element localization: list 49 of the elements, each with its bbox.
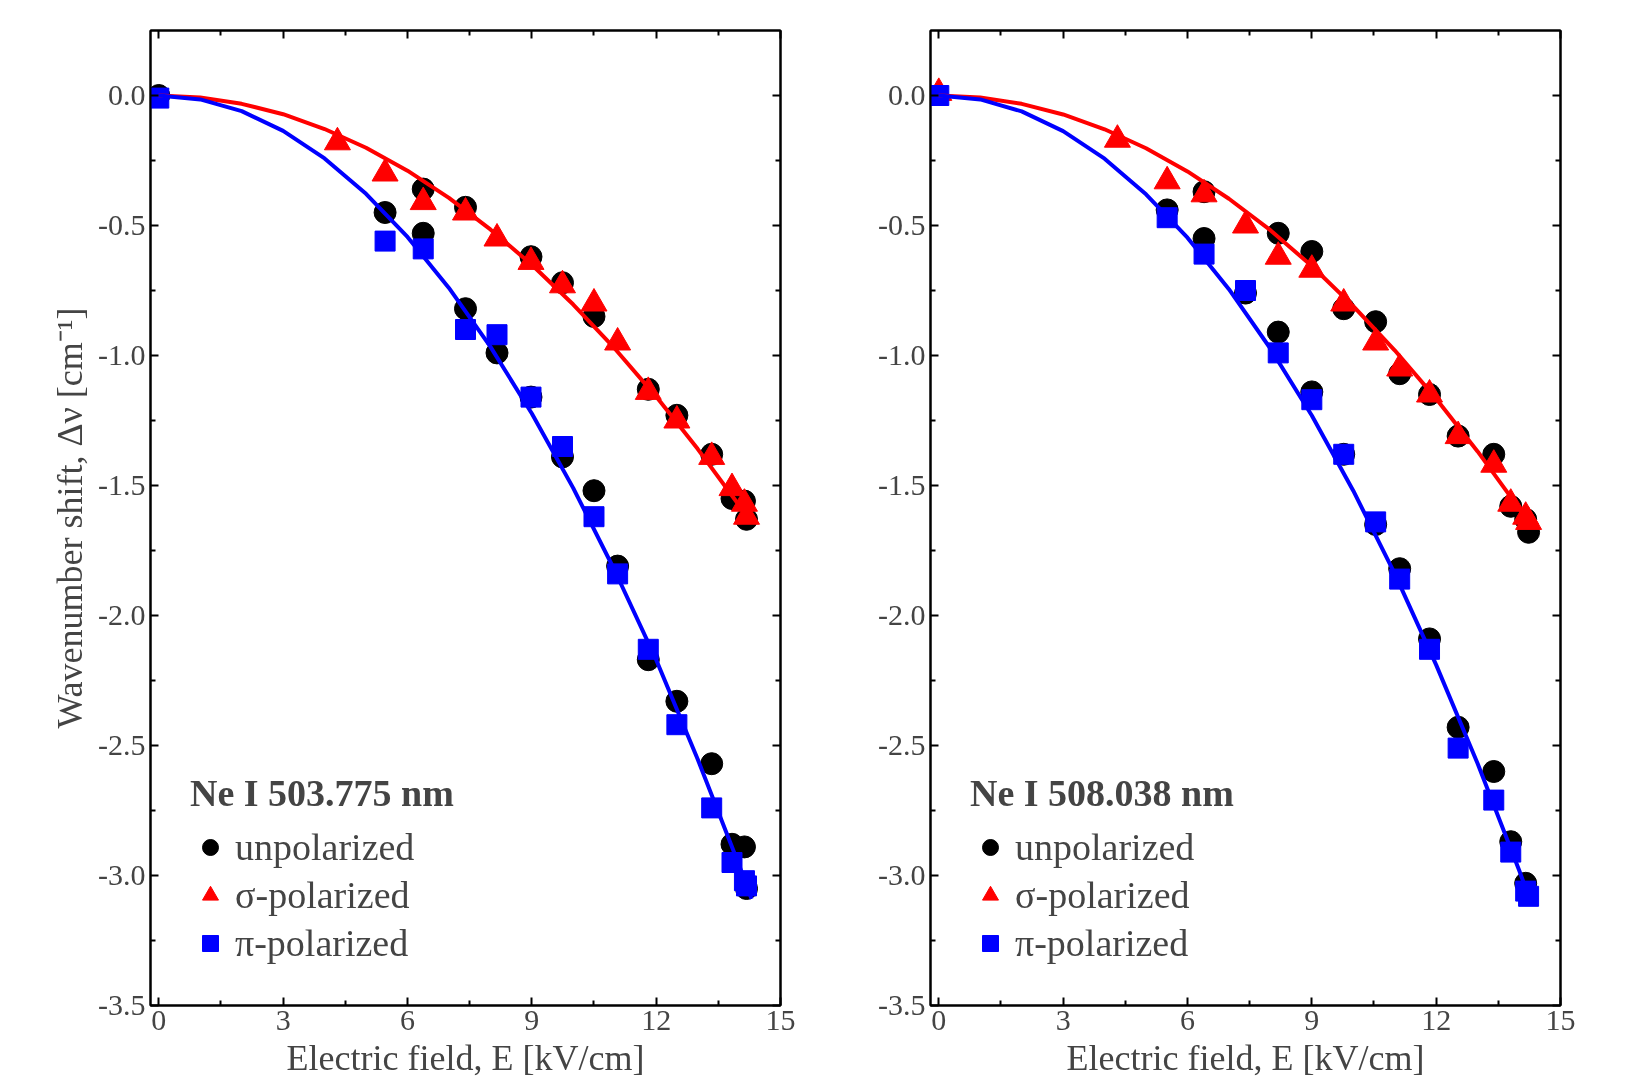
x-tick-label: 0 <box>151 1002 167 1036</box>
point <box>455 319 476 340</box>
y-tick-label: -2.5 <box>98 728 146 761</box>
point <box>1482 760 1506 783</box>
legend-label: unpolarized <box>235 825 415 869</box>
point <box>700 752 724 776</box>
x-tick-label: 12 <box>641 1002 672 1036</box>
legend-title: Ne I 508.038 nm <box>970 771 1234 815</box>
y-tick-label: -1.5 <box>878 468 926 501</box>
point <box>1235 280 1256 301</box>
legend-title: Ne I 503.775 nm <box>190 771 454 815</box>
point <box>1447 737 1469 759</box>
y-tick-label: -1.0 <box>98 338 146 371</box>
x-tick-label: 9 <box>524 1002 540 1036</box>
x-axis-title: Electric field, E [kV/cm] <box>1066 1037 1425 1078</box>
x-tick-label: 0 <box>931 1002 947 1036</box>
legend-label: σ-polarized <box>235 873 410 917</box>
legend-label: unpolarized <box>1015 825 1195 869</box>
point <box>582 479 606 503</box>
y-tick-label: -3.5 <box>878 988 926 1021</box>
y-tick-label: -3.0 <box>878 858 926 891</box>
y-tick-label: -2.0 <box>98 598 146 631</box>
x-tick-label: 15 <box>765 1002 796 1036</box>
x-tick-label: 6 <box>399 1002 415 1036</box>
y-tick-label: -1.5 <box>98 468 146 501</box>
x-axis-title: Electric field, E [kV/cm] <box>286 1037 645 1078</box>
y-tick-label: -2.5 <box>878 728 926 761</box>
x-tick-label: 6 <box>1179 1002 1195 1036</box>
point <box>1266 320 1290 344</box>
y-tick-label: -2.0 <box>878 598 926 631</box>
legend-label: π-polarized <box>235 921 409 965</box>
x-tick-label: 15 <box>1545 1002 1576 1036</box>
y-tick-label: -0.5 <box>878 208 926 241</box>
y-tick-label: 0.0 <box>108 78 146 111</box>
point <box>551 436 573 457</box>
x-tick-label: 12 <box>1421 1002 1452 1036</box>
point <box>374 230 396 252</box>
x-tick-label: 9 <box>1304 1002 1320 1036</box>
x-tick-label: 3 <box>275 1002 291 1036</box>
y-tick-label: -1.0 <box>878 338 926 371</box>
legend-label: π-polarized <box>1015 921 1189 965</box>
y-tick-label: -3.5 <box>98 988 146 1021</box>
x-tick-label: 3 <box>1055 1002 1071 1036</box>
y-tick-label: -3.0 <box>98 858 146 891</box>
y-axis-title: Wavenumber shift, Δν [cm⁻¹] <box>50 307 91 729</box>
y-tick-label: -0.5 <box>98 208 146 241</box>
legend-label: σ-polarized <box>1015 873 1190 917</box>
point <box>486 324 508 346</box>
y-tick-label: 0.0 <box>888 78 926 111</box>
